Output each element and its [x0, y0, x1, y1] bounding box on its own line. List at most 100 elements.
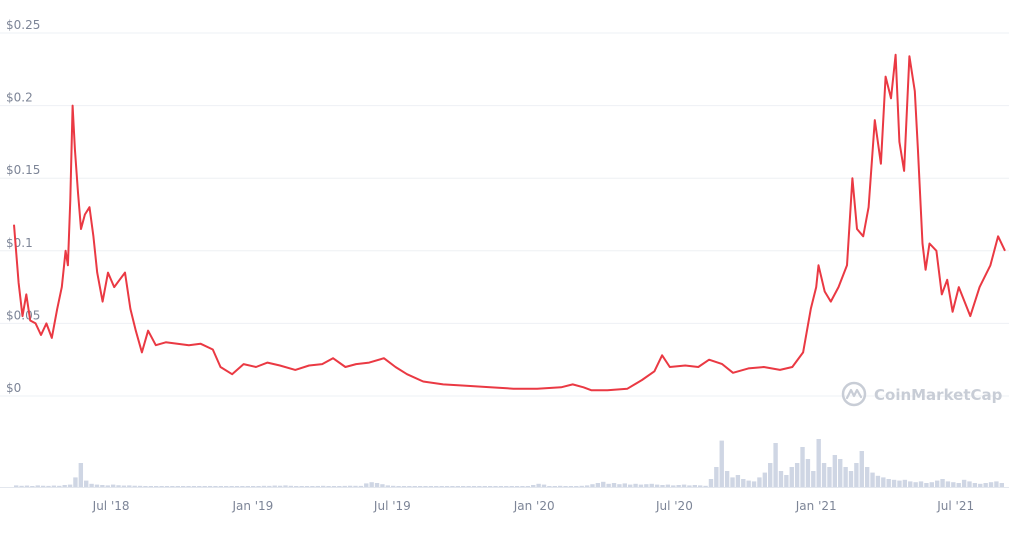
volume-bar	[983, 483, 988, 487]
x-tick-label: Jul '18	[92, 499, 130, 513]
volume-bar	[170, 486, 175, 487]
volume-bar	[186, 486, 191, 487]
volume-bar	[811, 471, 816, 487]
volume-bar	[380, 484, 385, 487]
volume-bar	[277, 485, 283, 487]
volume-bar	[94, 484, 100, 487]
volume-bar	[644, 484, 649, 487]
volume-bar	[127, 485, 132, 487]
volume-bar	[687, 485, 692, 487]
volume-bar	[784, 475, 789, 487]
volume-bar	[886, 479, 891, 487]
volume-bar	[509, 486, 514, 487]
volume-bar	[100, 485, 105, 487]
volume-bar	[159, 486, 164, 487]
volume-bar	[584, 485, 590, 487]
volume-bar	[746, 480, 751, 487]
volume-bar	[574, 486, 579, 487]
volume-bar	[30, 486, 35, 487]
volume-bar	[498, 486, 504, 487]
volume-bar	[768, 463, 773, 487]
volume-bar	[67, 484, 73, 487]
volume-bar	[450, 486, 455, 487]
volume-bar	[218, 486, 224, 487]
volume-bar	[19, 485, 24, 487]
volume-bar	[240, 486, 245, 487]
volume-bar	[40, 485, 46, 487]
y-tick-label: $0.1	[6, 236, 33, 250]
volume-bar	[967, 481, 972, 487]
volume-bar	[606, 483, 611, 487]
volume-bar	[547, 486, 552, 487]
volume-bar	[267, 485, 272, 487]
volume-bar	[988, 482, 994, 487]
volume-bar	[191, 486, 197, 487]
volume-bar	[994, 481, 999, 487]
volume-bar	[557, 485, 563, 487]
volume-bar	[57, 485, 62, 487]
volume-bar	[180, 486, 186, 487]
volume-bar	[531, 485, 536, 487]
watermark-text: CoinMarketCap	[874, 386, 1003, 404]
volume-bar	[374, 483, 380, 487]
volume-bar	[601, 481, 606, 487]
grid-lines	[0, 32, 1009, 488]
volume-bar	[121, 485, 127, 487]
volume-bar	[423, 486, 428, 487]
volume-bar	[773, 443, 778, 487]
volume-bar	[353, 485, 358, 487]
volume-bar	[342, 485, 347, 487]
volume-bar	[724, 471, 730, 487]
volume-bar	[358, 485, 364, 487]
volume-bar	[843, 467, 848, 487]
volume-bar	[369, 482, 374, 487]
volume-bar	[78, 463, 84, 487]
volume-bar	[245, 486, 250, 487]
volume-bar	[197, 486, 202, 487]
volume-bar	[487, 486, 493, 487]
volume-bar	[649, 483, 654, 487]
volume-bar	[288, 485, 294, 487]
volume-bar	[951, 482, 956, 487]
volume-bar	[326, 486, 331, 487]
volume-bar	[838, 459, 843, 487]
volume-bar	[164, 486, 170, 487]
volume-bar	[364, 483, 369, 487]
volume-bar	[897, 480, 902, 487]
volume-bar	[698, 485, 703, 487]
volume-bar	[665, 484, 671, 487]
volume-bar	[73, 477, 78, 487]
volume-bar	[207, 485, 213, 487]
volume-bar	[482, 486, 487, 487]
volume-bar	[283, 485, 288, 487]
volume-bar	[956, 483, 961, 487]
volume-bar	[654, 484, 660, 487]
volume-bar	[848, 471, 854, 487]
volume-bar	[568, 486, 574, 487]
volume-bar	[132, 485, 137, 487]
volume-bar	[622, 483, 627, 487]
volume-bar	[471, 486, 477, 487]
volume-bar	[590, 484, 595, 487]
x-tick-label: Jan '20	[513, 499, 555, 513]
volume-bar	[940, 479, 945, 487]
volume-bar	[401, 486, 407, 487]
volume-bar	[428, 486, 434, 487]
volume-bar	[116, 485, 121, 487]
volume-bar	[14, 485, 19, 487]
volume-bar	[417, 486, 423, 487]
volume-bar	[320, 485, 326, 487]
volume-bar	[234, 486, 240, 487]
volume-bar	[864, 467, 870, 487]
x-tick-label: Jul '21	[936, 499, 974, 513]
volume-bar	[703, 485, 708, 487]
volume-bar	[778, 471, 784, 487]
volume-bar	[89, 483, 94, 487]
volume-bar	[229, 486, 234, 487]
volume-bar	[692, 485, 698, 487]
volume-bar	[294, 486, 299, 487]
volume-bar	[714, 467, 719, 487]
volume-bar	[105, 485, 110, 487]
volume-bar	[504, 486, 509, 487]
volume-bar	[627, 484, 633, 487]
